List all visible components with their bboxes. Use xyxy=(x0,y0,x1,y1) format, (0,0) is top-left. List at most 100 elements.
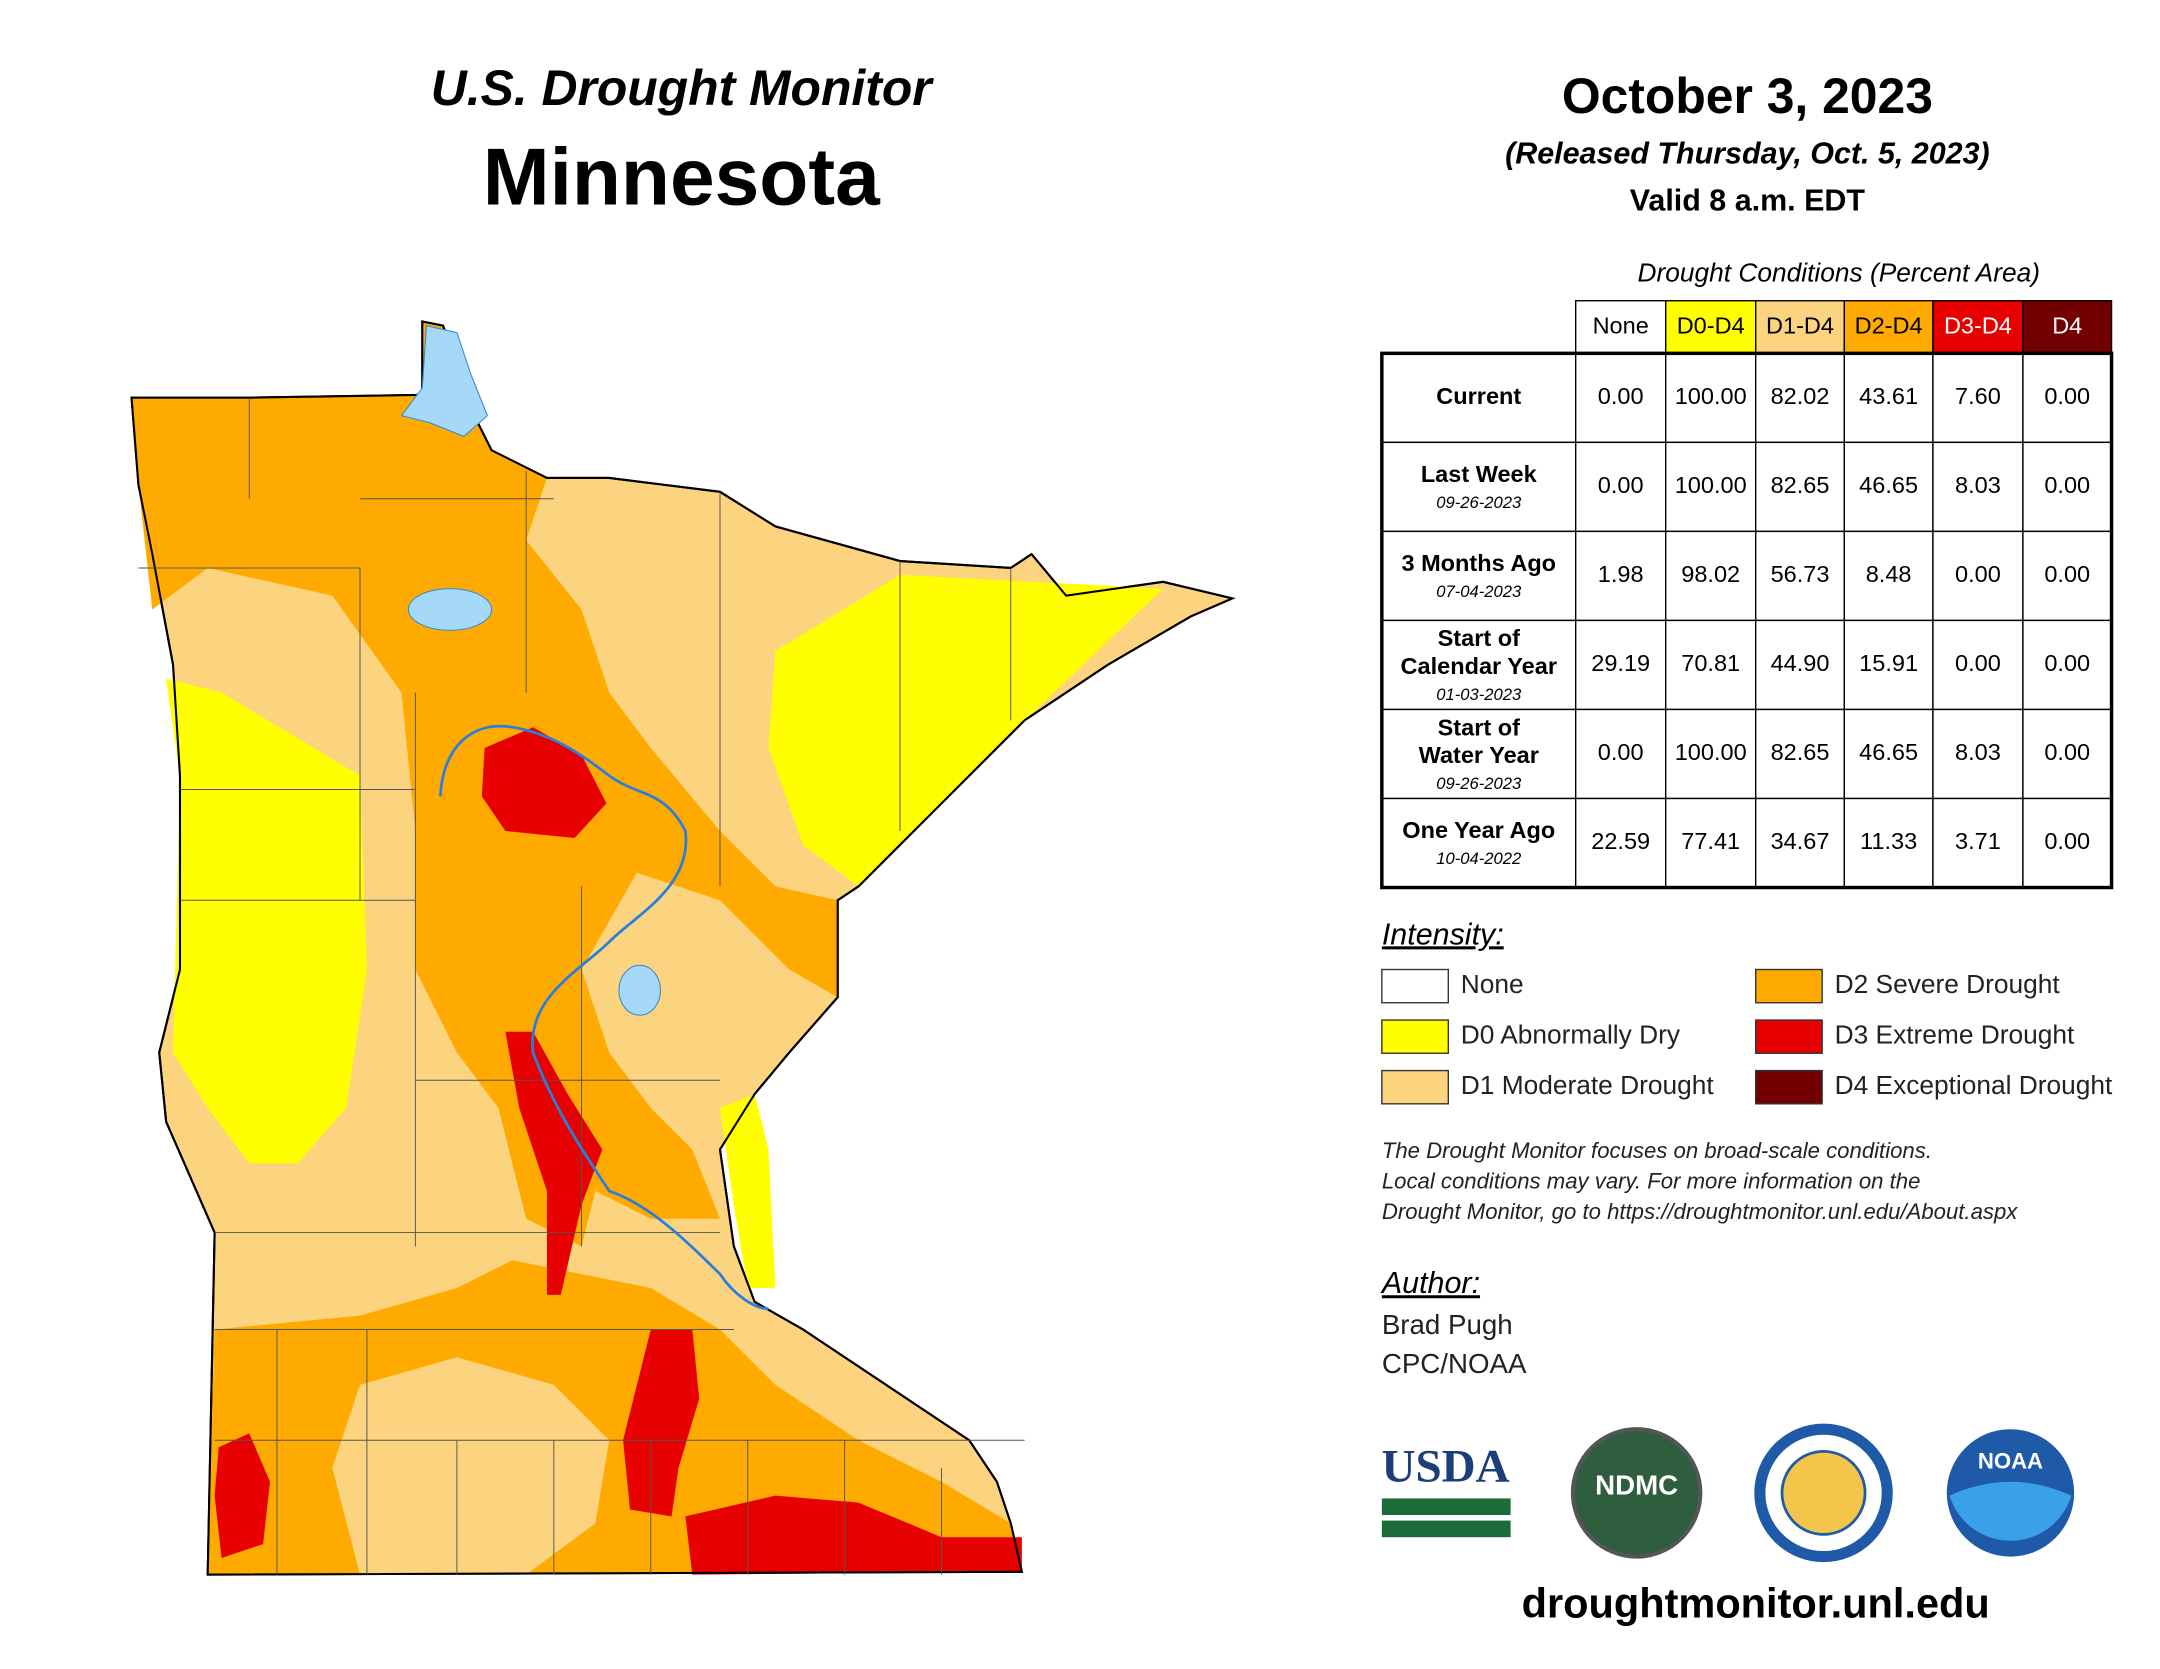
value-cell xyxy=(2022,441,2113,533)
legend-swatch xyxy=(1755,1069,1823,1105)
d3-area xyxy=(685,1495,1022,1575)
noaa-logo: NOAA xyxy=(1978,1448,2043,1473)
value-cell xyxy=(1932,797,2024,889)
cell-value: 1.98 xyxy=(1598,561,1644,587)
value-cell xyxy=(1843,619,1934,711)
row-label: Current xyxy=(1436,383,1521,409)
cell-value: 0.00 xyxy=(1598,739,1644,765)
state-name: Minnesota xyxy=(483,132,881,222)
row-label: Last Week xyxy=(1421,461,1538,487)
usda-logo: USDA xyxy=(1381,1441,1509,1493)
note-line: The Drought Monitor focuses on broad-sca… xyxy=(1382,1138,1932,1163)
value-cell xyxy=(2022,708,2113,800)
cell-value: 34.67 xyxy=(1771,828,1830,854)
cell-value: 46.65 xyxy=(1859,739,1918,765)
cell-value: 0.00 xyxy=(2044,383,2090,409)
url: droughtmonitor.unl.edu xyxy=(1522,1579,1990,1626)
header-cell xyxy=(1755,300,1845,355)
cell-value: 46.65 xyxy=(1859,472,1918,498)
value-cell xyxy=(1755,619,1845,711)
cell-value: 82.02 xyxy=(1771,383,1830,409)
row-label: One Year Ago xyxy=(1402,817,1555,843)
value-cell xyxy=(1665,441,1757,533)
value-cell xyxy=(1575,619,1667,711)
d0-area xyxy=(166,678,367,1164)
author-line: CPC/NOAA xyxy=(1382,1348,1527,1379)
note-line: Drought Monitor, go to https://droughtmo… xyxy=(1382,1199,2018,1224)
noaa-wave xyxy=(1949,1481,2072,1541)
cell-value: 43.61 xyxy=(1859,383,1918,409)
commerce-seal xyxy=(1780,1449,1867,1536)
column-header: None xyxy=(1593,312,1649,338)
cell-value: 7.60 xyxy=(1955,383,2001,409)
value-cell xyxy=(1755,352,1845,444)
value-cell xyxy=(1843,797,1934,889)
cell-value: 82.65 xyxy=(1771,472,1830,498)
usda-stripe xyxy=(1381,1520,1511,1538)
column-header: D3-D4 xyxy=(1944,312,2012,338)
state-map xyxy=(130,320,1236,1576)
release-date: (Released Thursday, Oct. 5, 2023) xyxy=(1505,136,1990,170)
legend-label: D4 Exceptional Drought xyxy=(1835,1070,2113,1100)
valid-time: Valid 8 a.m. EDT xyxy=(1630,183,1866,217)
cell-value: 15.91 xyxy=(1859,650,1918,676)
cell-value: 0.00 xyxy=(2044,739,2090,765)
legend-swatch xyxy=(1381,968,1449,1004)
legend-label: D2 Severe Drought xyxy=(1835,969,2061,999)
value-cell xyxy=(1932,708,2024,800)
value-cell xyxy=(1755,708,1845,800)
cell-value: 0.00 xyxy=(2044,828,2090,854)
value-cell xyxy=(1665,352,1757,444)
legend-label: D3 Extreme Drought xyxy=(1835,1020,2075,1050)
lakes xyxy=(400,324,662,1016)
ndmc-logo: NDMC xyxy=(1595,1470,1678,1501)
d3-area xyxy=(505,1031,603,1295)
row-label: Start of xyxy=(1438,625,1520,651)
d3-area xyxy=(623,1329,700,1517)
cell-value: 0.00 xyxy=(2044,472,2090,498)
header-cell xyxy=(1932,300,2024,355)
value-cell xyxy=(2022,797,2113,889)
value-cell xyxy=(1665,619,1757,711)
cell-value: 100.00 xyxy=(1675,739,1747,765)
column-header: D4 xyxy=(2052,312,2082,338)
cell-value: 0.00 xyxy=(2044,561,2090,587)
cell-value: 100.00 xyxy=(1675,383,1747,409)
d0-area xyxy=(720,1094,776,1288)
value-cell xyxy=(1932,352,2024,444)
value-cell xyxy=(1843,441,1934,533)
value-cell xyxy=(1755,530,1845,622)
d0-area xyxy=(768,574,1164,887)
d3-area xyxy=(481,727,607,838)
legend-label: D1 Moderate Drought xyxy=(1461,1070,1715,1100)
legend-swatch xyxy=(1381,1019,1449,1054)
value-cell xyxy=(1843,708,1934,800)
column-header: D2-D4 xyxy=(1855,312,1923,338)
title: U.S. Drought Monitor xyxy=(431,60,935,116)
row-label-cell xyxy=(1381,708,1577,800)
table-caption: Drought Conditions (Percent Area) xyxy=(1638,257,2040,287)
legend-swatch xyxy=(1381,1069,1449,1105)
row-date: 07-04-2023 xyxy=(1436,582,1522,601)
header-cell xyxy=(1575,300,1667,355)
cell-value: 98.02 xyxy=(1681,561,1740,587)
ndmc-badge xyxy=(1570,1427,1703,1559)
column-header: D1-D4 xyxy=(1766,312,1834,338)
row-label: 3 Months Ago xyxy=(1401,550,1556,576)
cell-value: 8.48 xyxy=(1866,561,1912,587)
row-label-cell xyxy=(1381,797,1577,889)
column-header: D0-D4 xyxy=(1677,312,1745,338)
value-cell xyxy=(1575,530,1667,622)
cell-value: 44.90 xyxy=(1771,650,1830,676)
cell-value: 56.73 xyxy=(1771,561,1830,587)
value-cell xyxy=(1932,619,2024,711)
cell-value: 0.00 xyxy=(1598,383,1644,409)
row-label: Water Year xyxy=(1419,742,1539,768)
value-cell xyxy=(1575,708,1667,800)
value-cell xyxy=(2022,352,2113,444)
legend-label: None xyxy=(1461,969,1524,999)
cell-value: 82.65 xyxy=(1771,739,1830,765)
river xyxy=(438,724,769,1311)
row-date: 09-26-2023 xyxy=(1436,774,1522,793)
